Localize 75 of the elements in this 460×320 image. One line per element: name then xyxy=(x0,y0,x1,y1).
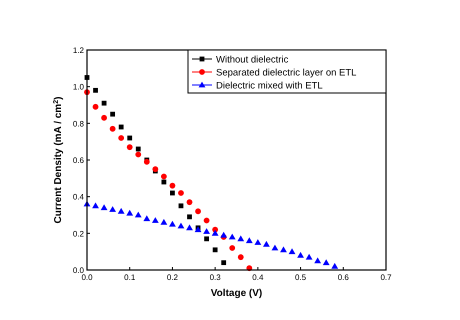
point xyxy=(254,239,262,245)
x-tick-label: 0.6 xyxy=(338,273,350,282)
point xyxy=(203,228,210,234)
point xyxy=(93,88,98,93)
point xyxy=(134,212,142,218)
point xyxy=(178,203,184,208)
point xyxy=(126,144,133,150)
point xyxy=(178,222,184,228)
x-axis-title: Voltage (V) xyxy=(210,288,262,299)
point xyxy=(186,199,192,206)
point xyxy=(109,206,116,212)
x-tick-label: 0.0 xyxy=(81,273,94,282)
point xyxy=(220,232,228,238)
point xyxy=(110,126,116,132)
legend-label: Without dielectric xyxy=(216,54,289,66)
point xyxy=(170,190,175,196)
point xyxy=(331,262,338,269)
point xyxy=(297,252,304,258)
point xyxy=(204,236,209,242)
point xyxy=(160,218,168,225)
point xyxy=(118,124,124,130)
point xyxy=(229,245,236,251)
point xyxy=(144,158,150,165)
point xyxy=(169,220,176,227)
point xyxy=(186,224,193,230)
point xyxy=(102,100,106,106)
point xyxy=(160,174,167,180)
point xyxy=(195,208,201,214)
point xyxy=(92,202,99,208)
point xyxy=(118,135,124,141)
point xyxy=(204,218,210,224)
point xyxy=(161,180,166,184)
x-tick-label: 0.3 xyxy=(210,273,222,282)
point xyxy=(170,182,176,189)
y-tick-label: 0.8 xyxy=(72,119,85,128)
y-tick-label: 0.4 xyxy=(72,192,85,202)
x-tick-label: 0.2 xyxy=(166,273,179,282)
point xyxy=(272,244,278,250)
point xyxy=(280,246,287,252)
y-tick-label: 0.2 xyxy=(72,229,85,238)
point xyxy=(118,208,125,214)
point xyxy=(178,190,184,196)
point xyxy=(143,215,150,222)
point xyxy=(212,230,219,236)
x-tick-label: 0.1 xyxy=(124,273,136,282)
point xyxy=(212,247,218,252)
y-tick-label: 1.2 xyxy=(72,46,85,55)
x-tick-label: 0.7 xyxy=(380,273,392,282)
point xyxy=(237,235,244,242)
x-tick-label: 0.4 xyxy=(252,273,264,282)
point xyxy=(135,152,142,158)
point xyxy=(238,254,244,260)
y-tick-label: 1.0 xyxy=(72,82,85,92)
y-tick-label: 0.0 xyxy=(72,266,85,275)
legend-label: Dielectric mixed with ETL xyxy=(216,80,323,92)
point xyxy=(100,204,108,210)
y-tick-label: 0.6 xyxy=(72,156,85,165)
point xyxy=(306,254,313,260)
point xyxy=(126,210,134,216)
point xyxy=(288,248,296,254)
point xyxy=(101,114,107,121)
point xyxy=(263,240,270,247)
point xyxy=(187,214,192,220)
point xyxy=(92,104,98,110)
point xyxy=(127,136,132,140)
point xyxy=(228,234,236,240)
point xyxy=(152,217,159,223)
point xyxy=(246,237,253,244)
point xyxy=(136,146,141,152)
point xyxy=(322,259,330,266)
point xyxy=(110,112,116,117)
point xyxy=(314,257,322,264)
point xyxy=(152,166,158,172)
x-tick-label: 0.5 xyxy=(295,273,307,282)
legend-label: Separated dielectric layer on ETL xyxy=(216,68,356,78)
